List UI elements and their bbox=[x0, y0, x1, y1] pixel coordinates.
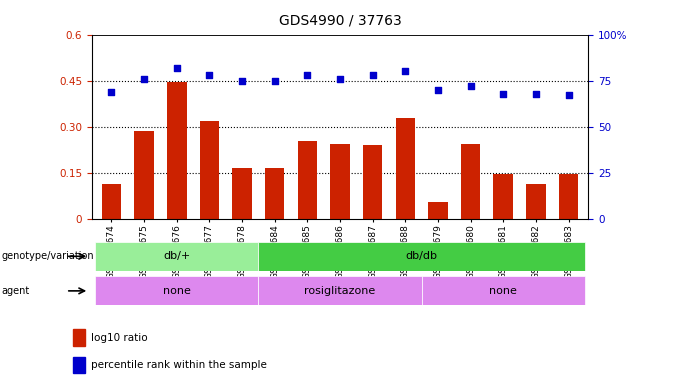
Bar bbox=[298, 141, 317, 219]
Text: agent: agent bbox=[1, 286, 30, 296]
Bar bbox=[258, 276, 422, 305]
Point bbox=[269, 78, 280, 84]
Bar bbox=[494, 174, 513, 219]
Bar bbox=[330, 144, 350, 219]
Bar bbox=[428, 202, 447, 219]
Bar bbox=[363, 145, 382, 219]
Bar bbox=[73, 329, 86, 346]
Point bbox=[335, 76, 345, 82]
Bar bbox=[199, 121, 219, 219]
Point bbox=[563, 92, 574, 98]
Point bbox=[302, 72, 313, 78]
Text: rosiglitazone: rosiglitazone bbox=[305, 286, 375, 296]
Point bbox=[204, 72, 215, 78]
Bar bbox=[95, 276, 258, 305]
Text: genotype/variation: genotype/variation bbox=[1, 251, 94, 262]
Point bbox=[237, 78, 248, 84]
Bar bbox=[461, 144, 481, 219]
Bar bbox=[265, 168, 284, 219]
Point bbox=[171, 65, 182, 71]
Point bbox=[139, 76, 150, 82]
Text: db/+: db/+ bbox=[163, 251, 190, 262]
Text: log10 ratio: log10 ratio bbox=[91, 333, 148, 343]
Bar bbox=[526, 184, 546, 219]
Point bbox=[106, 89, 117, 95]
Bar bbox=[167, 82, 186, 219]
Point bbox=[432, 87, 443, 93]
Text: none: none bbox=[163, 286, 190, 296]
Bar bbox=[233, 168, 252, 219]
Text: db/db: db/db bbox=[406, 251, 438, 262]
Text: none: none bbox=[490, 286, 517, 296]
Bar bbox=[73, 357, 86, 373]
Bar bbox=[101, 184, 121, 219]
Bar bbox=[258, 242, 585, 271]
Bar bbox=[559, 174, 579, 219]
Text: GDS4990 / 37763: GDS4990 / 37763 bbox=[279, 13, 401, 27]
Text: percentile rank within the sample: percentile rank within the sample bbox=[91, 360, 267, 370]
Bar bbox=[134, 131, 154, 219]
Bar bbox=[95, 242, 258, 271]
Point bbox=[498, 91, 509, 97]
Bar bbox=[396, 118, 415, 219]
Point bbox=[465, 83, 476, 89]
Point bbox=[400, 68, 411, 74]
Point bbox=[530, 91, 541, 97]
Bar bbox=[422, 276, 585, 305]
Point bbox=[367, 72, 378, 78]
